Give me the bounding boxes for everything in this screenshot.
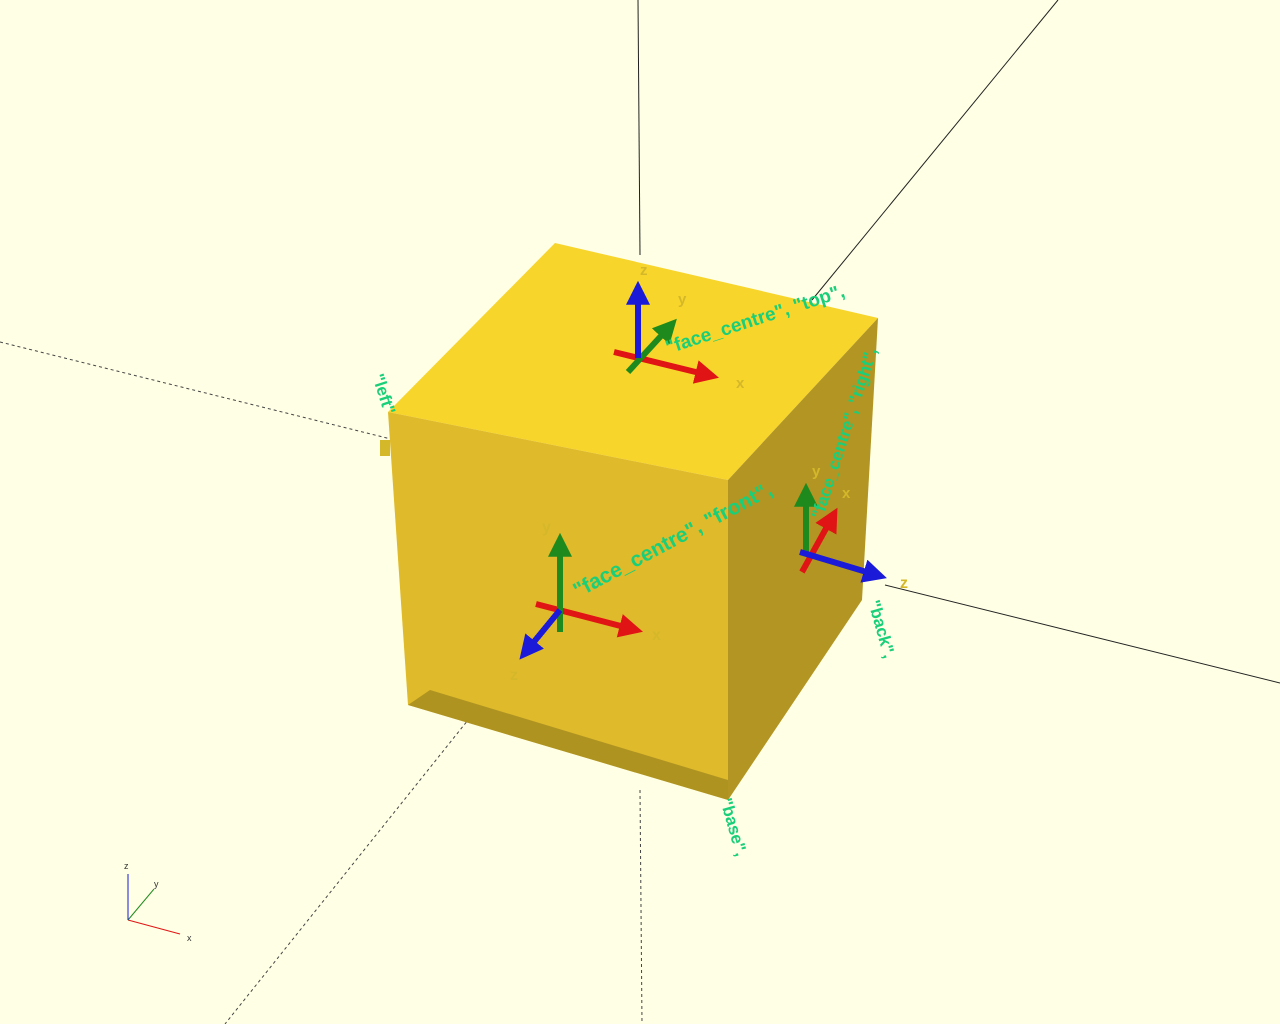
anchor-front-z-arrow [519,608,563,660]
world-axis-x-positive [884,584,1280,684]
anchor-front-z-letter: z [510,667,518,684]
anchor-top-x-letter: x [736,375,745,392]
anchor-top-y-letter: y [678,291,687,308]
gizmo-y-axis [127,888,155,921]
world-axis-x-negative [0,341,396,441]
gizmo-y-label: y [154,879,159,889]
anchor-left-axis-marker [380,440,390,456]
world-axis-z-positive [637,0,641,256]
anchor-right-z-letter: z [900,575,908,592]
anchor-right-y-letter: y [812,463,821,480]
cube-right-face[interactable] [728,318,878,800]
gizmo-x-axis [127,919,181,935]
anchor-top-x-arrow [613,349,719,384]
anchor-base-label: "base", [716,796,751,859]
anchor-front-x-arrow [535,601,643,638]
anchor-top-y-arrow [625,318,677,375]
anchor-front-y-letter: y [542,519,551,536]
anchor-right-x-arrow [799,507,838,574]
world-axis-y-positive [811,0,1059,301]
anchor-left-label: "left" [368,371,399,416]
world-axis-z-negative [639,789,643,1024]
anchor-right-z-arrow [799,549,887,583]
world-axis-y-negative [224,679,501,1024]
anchor-front-x-letter: x [652,627,661,644]
cube-top-face[interactable] [388,243,878,480]
anchor-right-x-letter: x [842,485,851,502]
cube-front-shade [408,690,728,800]
gizmo-z-label: z [124,861,129,871]
anchor-top-z-letter: z [640,262,648,279]
anchor-back-label: "back", [864,598,899,661]
axes-gizmo: x y z [124,861,192,943]
gizmo-x-label: x [187,933,192,943]
